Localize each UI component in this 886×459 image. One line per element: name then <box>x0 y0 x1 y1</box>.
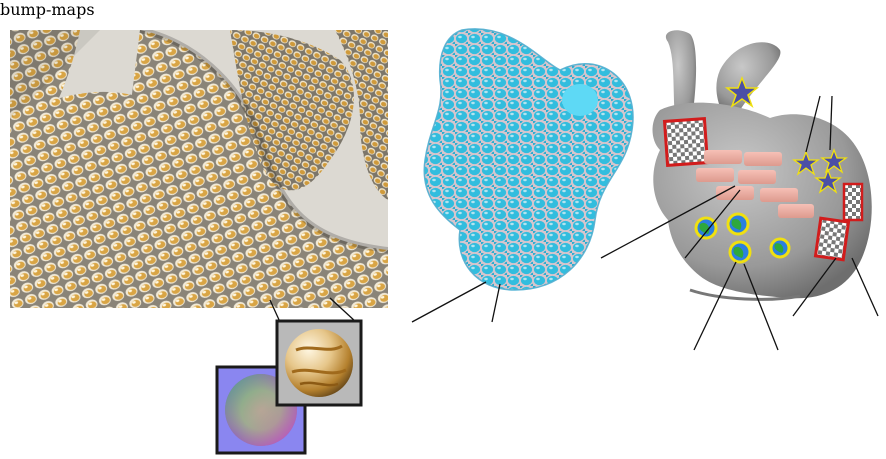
connector-lines <box>269 95 879 351</box>
bunny-checker-decal <box>662 117 864 262</box>
scaled-surface-render <box>10 30 388 308</box>
bump-maps-caption: bump-maps <box>0 0 95 19</box>
cyan-blob-render <box>423 28 634 291</box>
bunny-brick-decals <box>696 150 814 218</box>
bunny-earth-decals <box>694 212 791 264</box>
bunny-render <box>652 30 872 301</box>
gold-sphere-texture-inset <box>275 319 363 407</box>
